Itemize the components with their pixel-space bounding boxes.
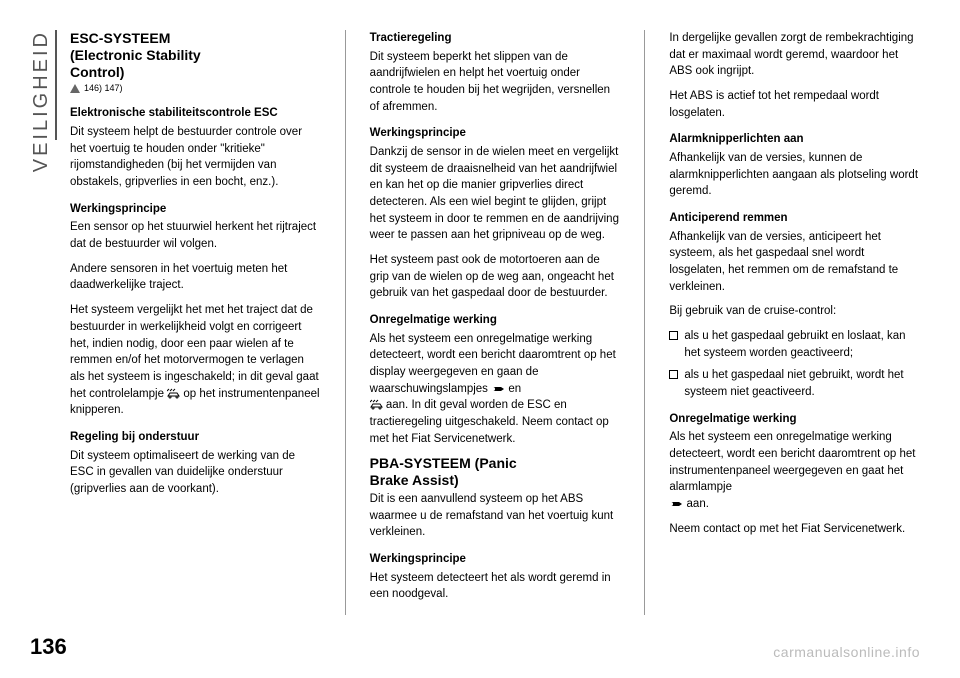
col3-p6b: aan.: [683, 498, 709, 510]
col2-p4: Als het systeem een onregelmatige werkin…: [370, 331, 621, 448]
column-divider-1: [345, 30, 346, 615]
col2-p6: Het systeem detecteert het als wordt ger…: [370, 570, 621, 603]
esc-heading: ESC-SYSTEEM (Electronic Stability Contro…: [70, 30, 321, 80]
subhead-werking2: Werkingsprincipe: [370, 125, 621, 142]
col1-p1: Dit systeem helpt de bestuurder controle…: [70, 124, 321, 191]
subhead-anticip: Anticiperend remmen: [669, 210, 920, 227]
warning-note: 146) 147): [70, 82, 321, 95]
col3-p5: Bij gebruik van de cruise-control:: [669, 303, 920, 320]
col3-p6: Als het systeem een onregelmatige werkin…: [669, 429, 920, 512]
col2-p4c: aan. In dit geval worden de ESC en tract…: [370, 399, 609, 444]
bullet-box-icon: [669, 370, 678, 379]
col1-p3: Andere sensoren in het voertuig meten he…: [70, 261, 321, 294]
subhead-alarm: Alarmknipperlichten aan: [669, 131, 920, 148]
subhead-onregel2: Onregelmatige werking: [669, 411, 920, 428]
col3-p3: Afhankelijk van de versies, kunnen de al…: [669, 150, 920, 200]
col3-p4: Afhankelijk van de versies, anticipeert …: [669, 229, 920, 296]
col2-p4b: en: [505, 383, 521, 395]
side-tab-bar: [55, 30, 57, 140]
col2-p5: Dit is een aanvullend systeem op het ABS…: [370, 491, 621, 541]
pba-heading-line1: PBA-SYSTEEM (Panic: [370, 455, 517, 471]
col3-p2: Het ABS is actief tot het rempedaal word…: [669, 88, 920, 121]
bullet-2: als u het gaspedaal niet gebruikt, wordt…: [669, 367, 920, 400]
manual-page: VEILIGHEID ESC-SYSTEEM (Electronic Stabi…: [0, 0, 960, 678]
bullet-1-text: als u het gaspedaal gebruikt en loslaat,…: [684, 328, 920, 361]
warning-triangle-icon: [70, 84, 80, 93]
warning-refs: 146) 147): [84, 82, 123, 95]
col3-p1: In dergelijke gevallen zorgt de rembekra…: [669, 30, 920, 80]
subhead-werking3: Werkingsprincipe: [370, 551, 621, 568]
page-number: 136: [30, 634, 67, 660]
subhead-onregel1: Onregelmatige werking: [370, 312, 621, 329]
col1-p4a: Het systeem vergelijkt het met het traje…: [70, 304, 319, 399]
car-skid-icon: [167, 388, 180, 399]
wrench-icon: [491, 384, 505, 394]
col2-p1: Dit systeem beperkt het slippen van de a…: [370, 49, 621, 116]
bullet-1: als u het gaspedaal gebruikt en loslaat,…: [669, 328, 920, 361]
col3-p7: Neem contact op met het Fiat Servicenetw…: [669, 521, 920, 538]
column-3: In dergelijke gevallen zorgt de rembekra…: [669, 30, 920, 615]
col1-p5: Dit systeem optimaliseert de werking van…: [70, 448, 321, 498]
column-1: ESC-SYSTEEM (Electronic Stability Contro…: [70, 30, 321, 615]
subhead-tractie: Tractieregeling: [370, 30, 621, 47]
column-2: Tractieregeling Dit systeem beperkt het …: [370, 30, 621, 615]
esc-heading-line3: Control): [70, 64, 124, 80]
esc-heading-line1: ESC-SYSTEEM: [70, 30, 170, 46]
section-side-tab: VEILIGHEID: [30, 30, 53, 172]
wrench-icon: [669, 499, 683, 509]
esc-heading-line2: (Electronic Stability: [70, 47, 201, 63]
column-divider-2: [644, 30, 645, 615]
watermark: carmanualsonline.info: [773, 644, 920, 660]
col2-p3: Het systeem past ook de motortoeren aan …: [370, 252, 621, 302]
bullet-2-text: als u het gaspedaal niet gebruikt, wordt…: [684, 367, 920, 400]
bullet-box-icon: [669, 331, 678, 340]
col1-p2: Een sensor op het stuurwiel herkent het …: [70, 219, 321, 252]
col3-p6a: Als het systeem een onregelmatige werkin…: [669, 431, 915, 493]
content-columns: ESC-SYSTEEM (Electronic Stability Contro…: [70, 30, 920, 615]
col1-p4: Het systeem vergelijkt het met het traje…: [70, 302, 321, 419]
pba-heading: PBA-SYSTEEM (Panic Brake Assist): [370, 455, 621, 489]
subhead-esc: Elektronische stabiliteitscontrole ESC: [70, 105, 321, 122]
subhead-onderstuur: Regeling bij onderstuur: [70, 429, 321, 446]
car-skid-icon: [370, 399, 383, 410]
col2-p2: Dankzij de sensor in de wielen meet en v…: [370, 144, 621, 244]
pba-heading-line2: Brake Assist): [370, 472, 459, 488]
subhead-werking1: Werkingsprincipe: [70, 201, 321, 218]
